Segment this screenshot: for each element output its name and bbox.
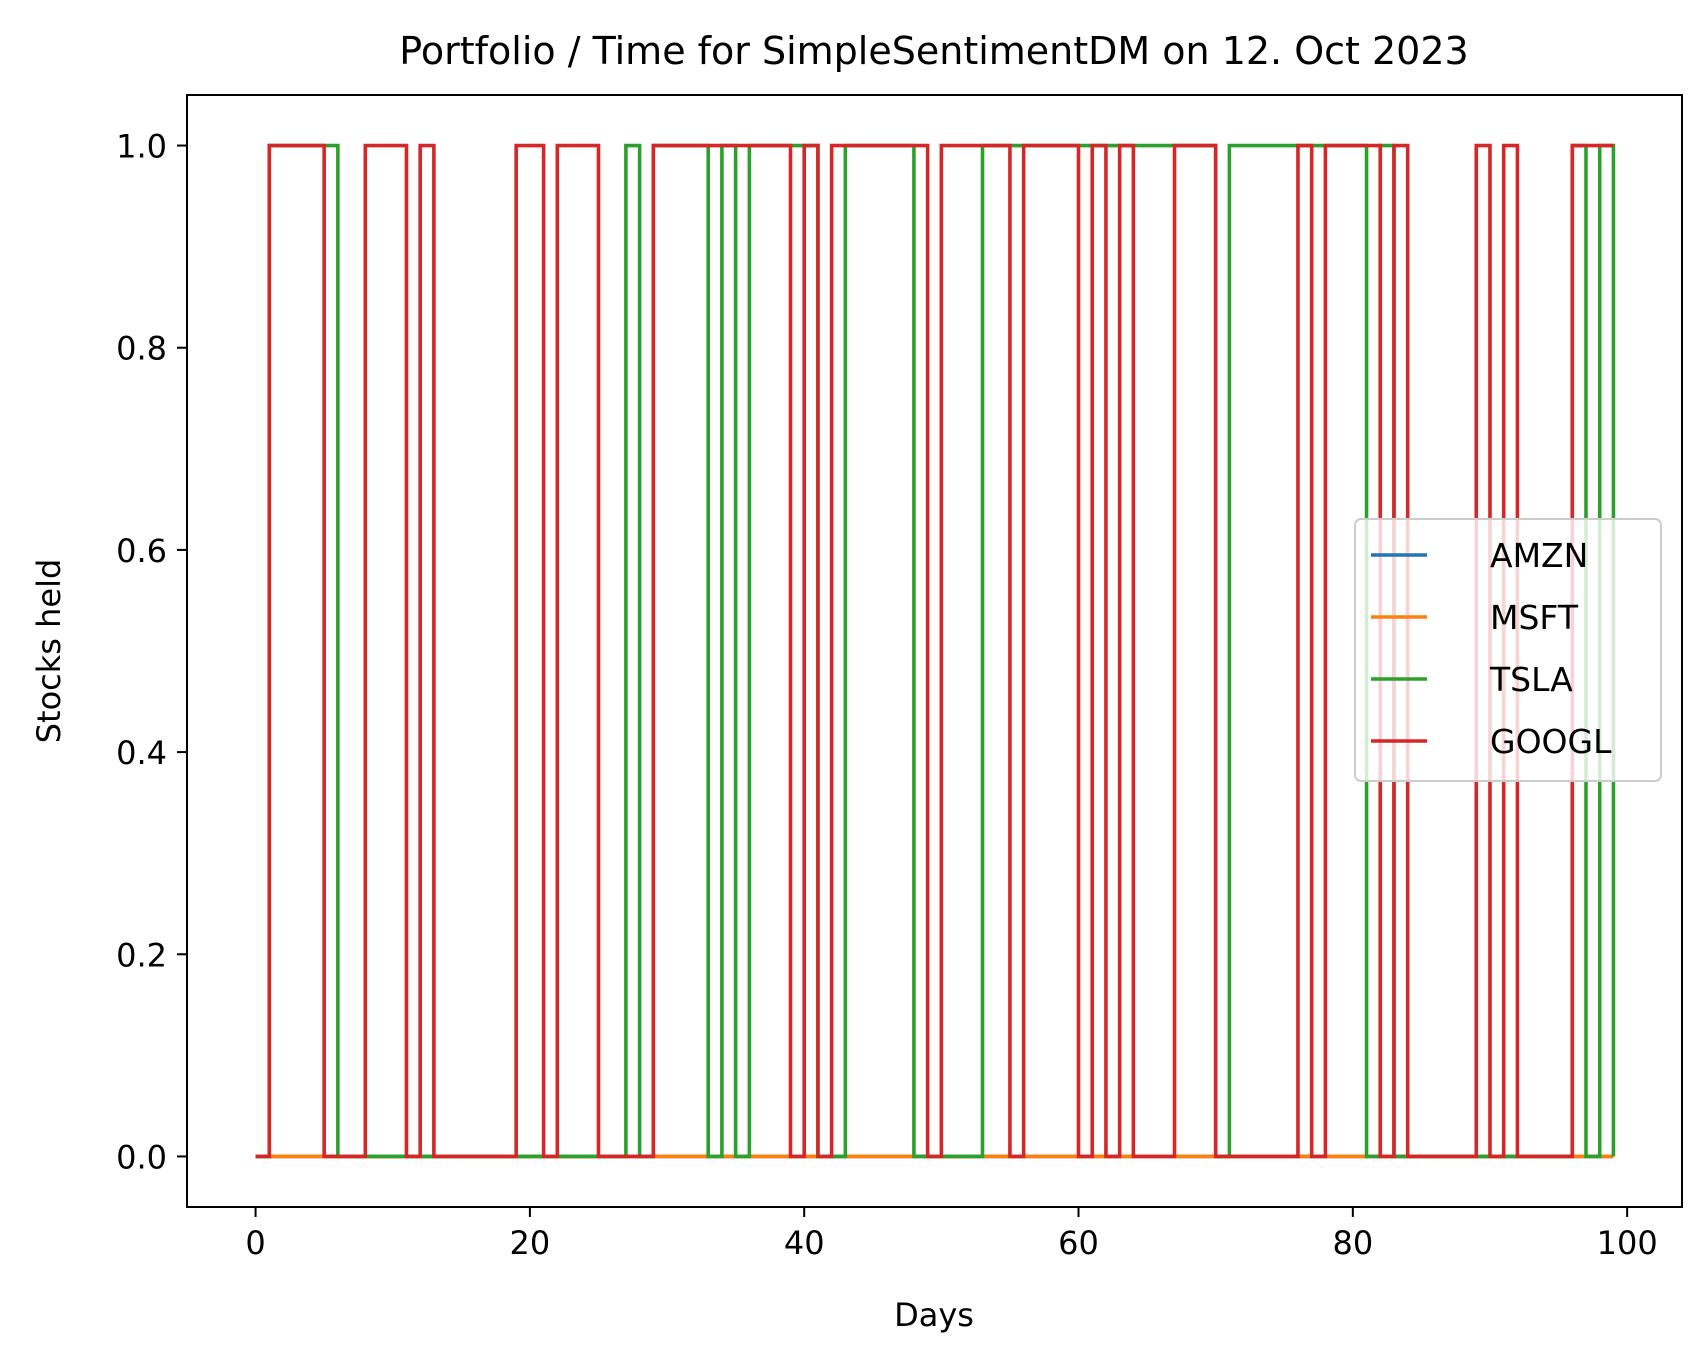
x-tick-label: 20 — [510, 1224, 551, 1262]
y-tick-label: 0.0 — [116, 1138, 167, 1176]
series-layer — [255, 143, 1616, 1159]
x-tick-label: 0 — [245, 1224, 265, 1262]
y-tick-label: 1.0 — [116, 128, 167, 166]
y-axis-label: Stocks held — [30, 559, 68, 744]
y-axis-ticks: 0.0 0.2 0.4 0.6 0.8 1.0 — [116, 128, 187, 1176]
series-line-googl — [255, 143, 1614, 1159]
y-tick-label: 0.8 — [116, 330, 167, 368]
y-tick-label: 0.6 — [116, 532, 167, 570]
legend-label-tsla: TSLA — [1489, 660, 1573, 699]
legend: AMZN MSFT TSLA GOOGL — [1354, 518, 1662, 782]
x-tick-label: 80 — [1332, 1224, 1373, 1262]
legend-label-amzn: AMZN — [1490, 536, 1588, 575]
legend-label-msft: MSFT — [1490, 598, 1579, 637]
y-tick-label: 0.2 — [116, 936, 167, 974]
x-tick-label: 40 — [784, 1224, 825, 1262]
chart-title: Portfolio / Time for SimpleSentimentDM o… — [399, 29, 1468, 73]
x-tick-label: 100 — [1597, 1224, 1658, 1262]
y-tick-label: 0.4 — [116, 734, 167, 772]
legend-frame — [1354, 518, 1662, 782]
x-axis-label: Days — [894, 1296, 974, 1334]
legend-label-googl: GOOGL — [1490, 722, 1612, 761]
x-axis-ticks: 0 20 40 60 80 100 — [245, 1207, 1658, 1262]
x-tick-label: 60 — [1058, 1224, 1099, 1262]
plot-area-frame — [186, 94, 1683, 1208]
